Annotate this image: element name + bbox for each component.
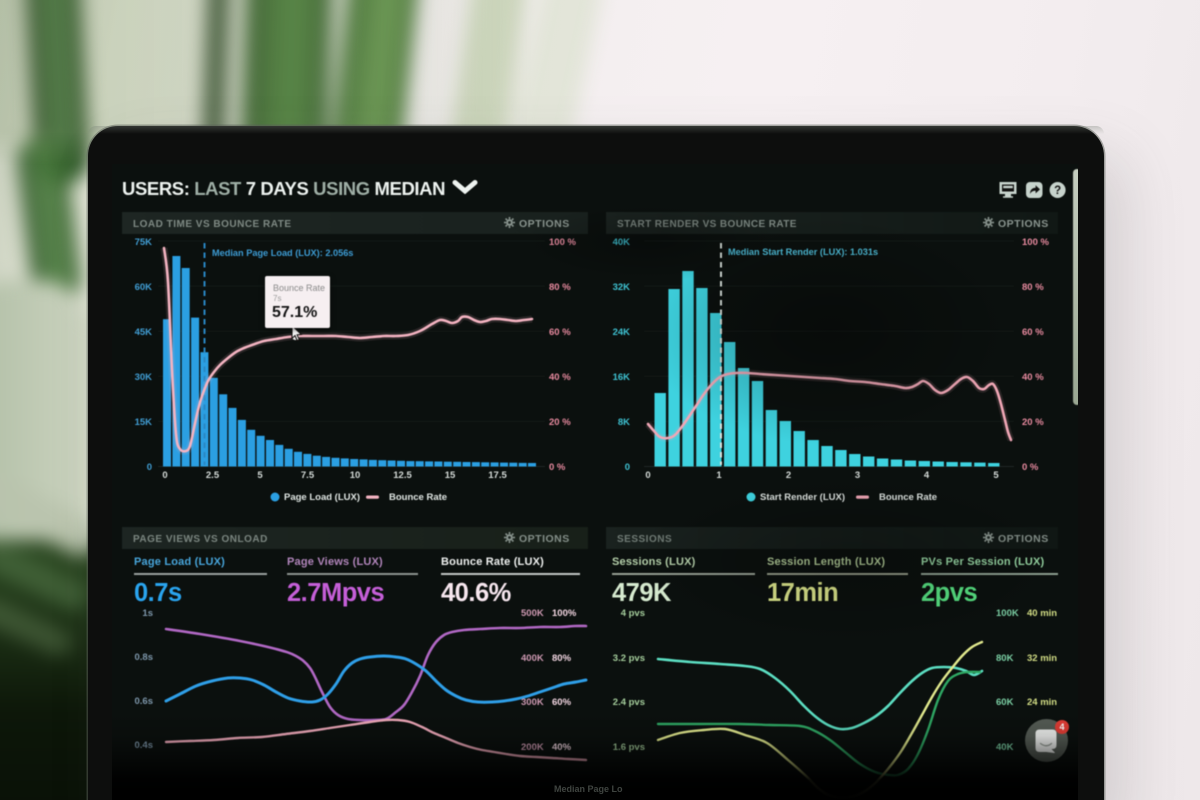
svg-text:?: ? bbox=[1054, 185, 1061, 197]
